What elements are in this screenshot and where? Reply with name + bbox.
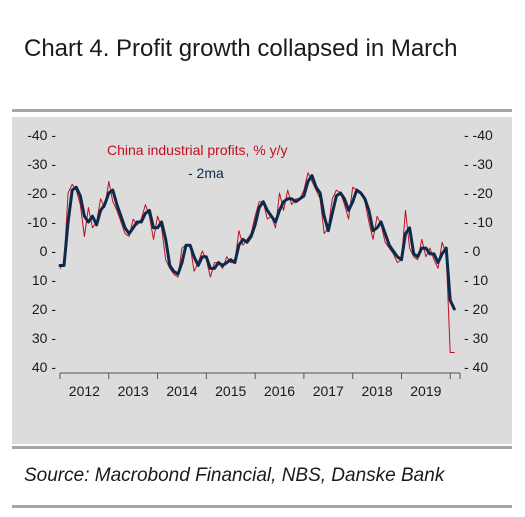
x-tick-label: 2014 [166, 383, 197, 399]
y-tick-label-right: - 40 [464, 359, 488, 375]
chart-source: Source: Macrobond Financial, NBS, Danske… [24, 465, 445, 486]
series-line-raw [59, 172, 455, 353]
x-tick-label: 2018 [361, 383, 392, 399]
y-tick-label-right: - 0 [464, 243, 481, 259]
line-chart: 40 - - 40 30 - - 30 20 - - 20 10 - - 10 0 - - 0 -1… [27, 127, 493, 399]
chart-title: Chart 4. Profit growth collapsed in Marc… [24, 35, 458, 62]
y-tick-label-left: -10 - [27, 214, 56, 230]
y-tick-label-right: - -30 [464, 156, 493, 172]
y-tick-label-left: 40 - [32, 359, 56, 375]
x-tick-label: 2017 [313, 383, 344, 399]
x-tick-label: 2013 [118, 383, 149, 399]
y-tick-label-right: - 30 [464, 330, 488, 346]
y-tick-label-right: - -40 [464, 127, 493, 143]
legend-label-raw: China industrial profits, % y/y [107, 142, 288, 158]
x-tick-label: 2019 [410, 383, 441, 399]
y-tick-label-right: - -10 [464, 214, 493, 230]
y-tick-label-right: - 10 [464, 272, 488, 288]
plot-background [12, 117, 512, 444]
y-tick-label-left: -40 - [27, 127, 56, 143]
middle-rule [12, 446, 512, 449]
y-tick-label-left: 10 - [32, 272, 56, 288]
y-tick-label-left: -20 - [27, 185, 56, 201]
y-tick-label-right: - -20 [464, 185, 493, 201]
x-tick-label: 2016 [264, 383, 295, 399]
bottom-rule [12, 505, 512, 508]
y-tick-label-right: - 20 [464, 301, 488, 317]
y-tick-label-left: -30 - [27, 156, 56, 172]
x-tick-label: 2012 [69, 383, 100, 399]
legend-label-2ma: - 2ma [188, 165, 224, 181]
y-tick-label-left: 0 - [40, 243, 57, 259]
y-tick-label-left: 20 - [32, 301, 56, 317]
top-rule [12, 109, 512, 112]
y-tick-label-left: 30 - [32, 330, 56, 346]
x-tick-label: 2015 [215, 383, 246, 399]
series-line-2ma [58, 174, 456, 311]
